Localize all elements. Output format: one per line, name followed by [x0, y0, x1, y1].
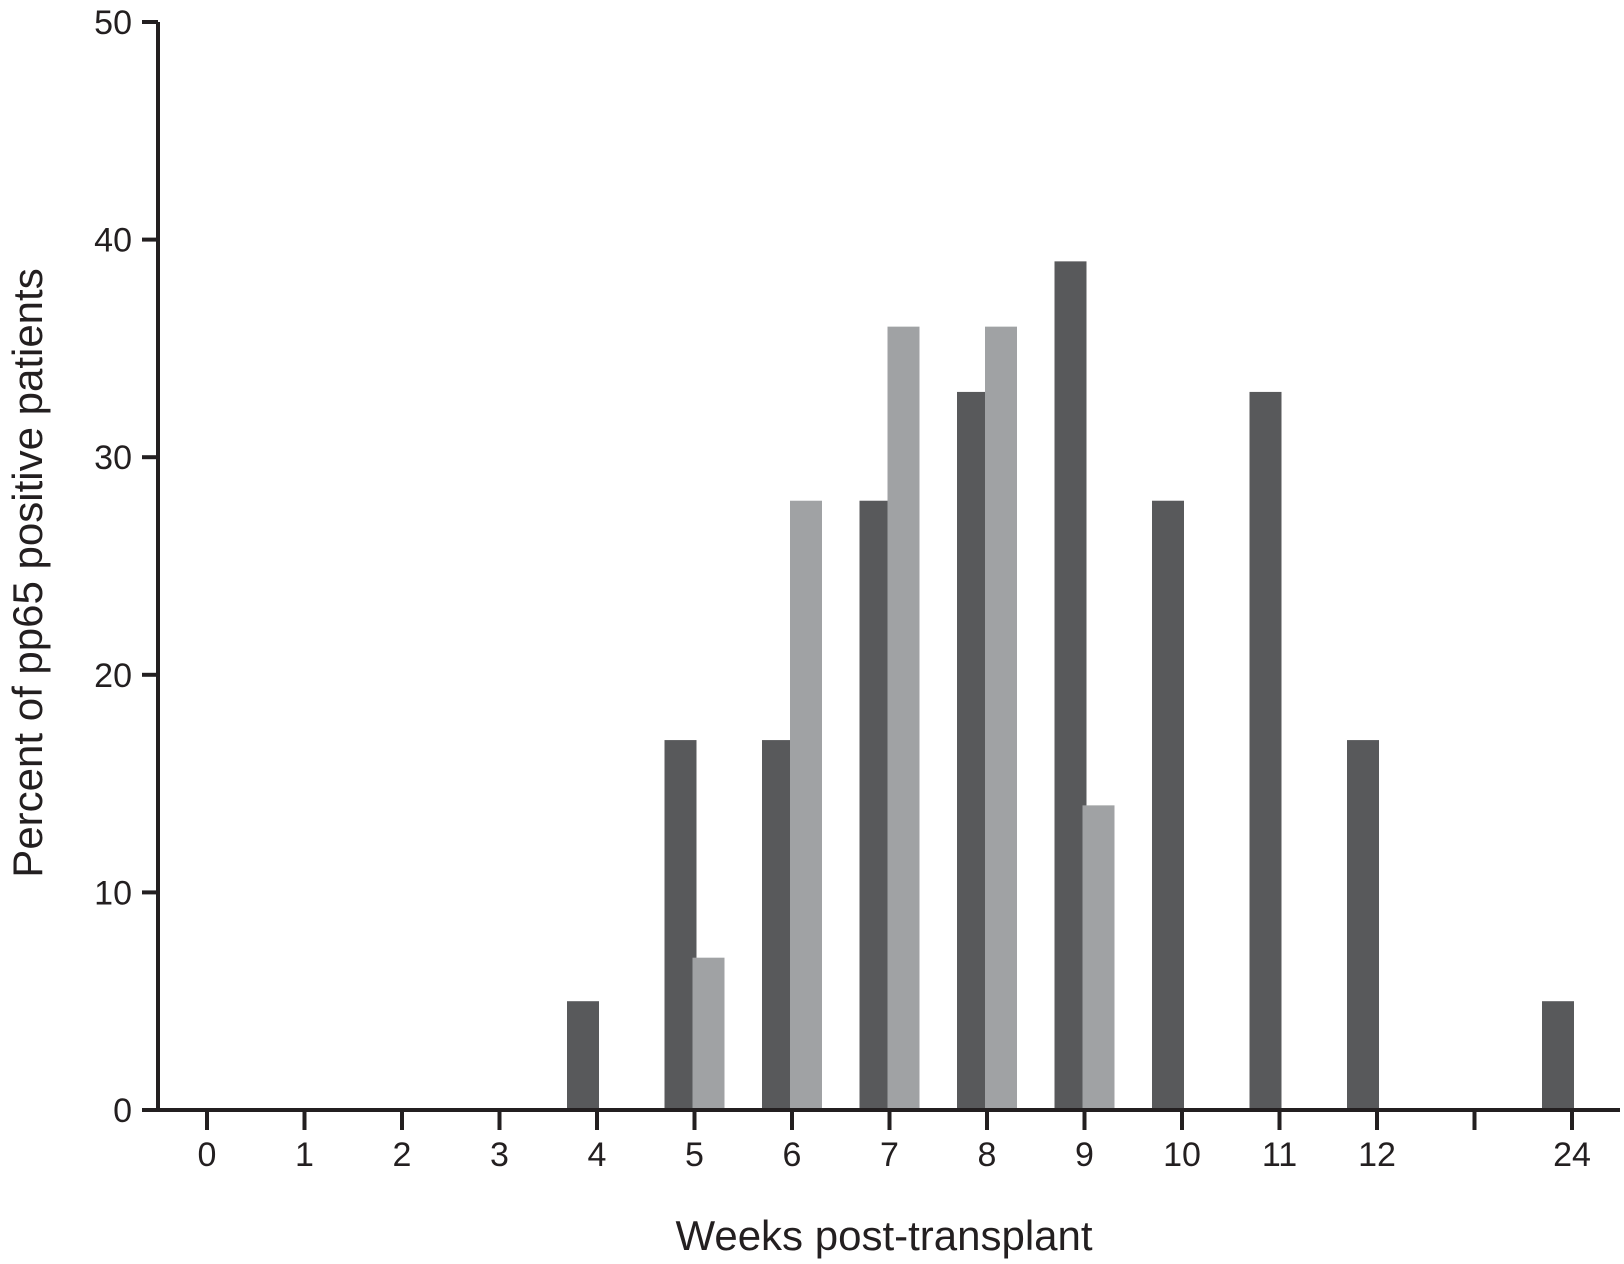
y-tick-label: 20 — [94, 657, 132, 695]
x-tick-label: 24 — [1553, 1136, 1591, 1174]
y-axis-title: Percent of pp65 positive patients — [4, 268, 51, 877]
x-tick-label: 8 — [978, 1136, 997, 1174]
bar-series-1-week-5 — [664, 740, 697, 1110]
x-tick-label: 10 — [1163, 1136, 1201, 1174]
y-tick-label: 0 — [113, 1092, 132, 1130]
bar-series-1-week-11 — [1249, 391, 1282, 1110]
bar-series-2-week-7 — [887, 326, 920, 1110]
bar-series-1-week-9 — [1054, 261, 1087, 1110]
bar-series-1-week-10 — [1152, 500, 1184, 1111]
x-tick-label: 5 — [685, 1136, 704, 1174]
x-axis-title: Weeks post-transplant — [675, 1212, 1092, 1259]
bar-series-1-week-8 — [957, 391, 989, 1110]
y-tick-label: 50 — [94, 4, 132, 42]
x-tick-label: 2 — [393, 1136, 412, 1174]
x-tick-label: 12 — [1358, 1136, 1396, 1174]
bars-layer — [567, 261, 1574, 1111]
bar-series-1-week-24 — [1542, 1001, 1574, 1110]
bar-series-2-week-9 — [1082, 805, 1115, 1110]
y-tick-label: 10 — [94, 874, 132, 912]
bar-series-2-week-5 — [692, 957, 725, 1110]
y-tick-label: 30 — [94, 439, 132, 477]
x-tick-label: 0 — [198, 1136, 217, 1174]
x-tick-label: 7 — [880, 1136, 899, 1174]
bar-series-1-week-6 — [762, 740, 794, 1110]
x-tick-label: 4 — [588, 1136, 607, 1174]
x-axis-ticks: 0 1 2 3 4 5 6 7 8 9 10 11 12 24 — [198, 1110, 1591, 1174]
bar-series-1-week-4 — [567, 1001, 599, 1110]
bar-series-1-week-7 — [859, 500, 892, 1111]
y-tick-label: 40 — [94, 222, 132, 260]
bar-series-1-week-12 — [1347, 740, 1379, 1110]
x-tick-label: 6 — [783, 1136, 802, 1174]
x-tick-label: 1 — [295, 1136, 314, 1174]
x-tick-label: 3 — [490, 1136, 509, 1174]
x-tick-label: 9 — [1075, 1136, 1094, 1174]
x-tick-label: 11 — [1262, 1136, 1297, 1174]
y-axis-ticks: 0 10 20 30 40 50 — [94, 4, 158, 1130]
bar-series-2-week-8 — [985, 326, 1017, 1110]
bar-series-2-week-6 — [790, 500, 822, 1111]
